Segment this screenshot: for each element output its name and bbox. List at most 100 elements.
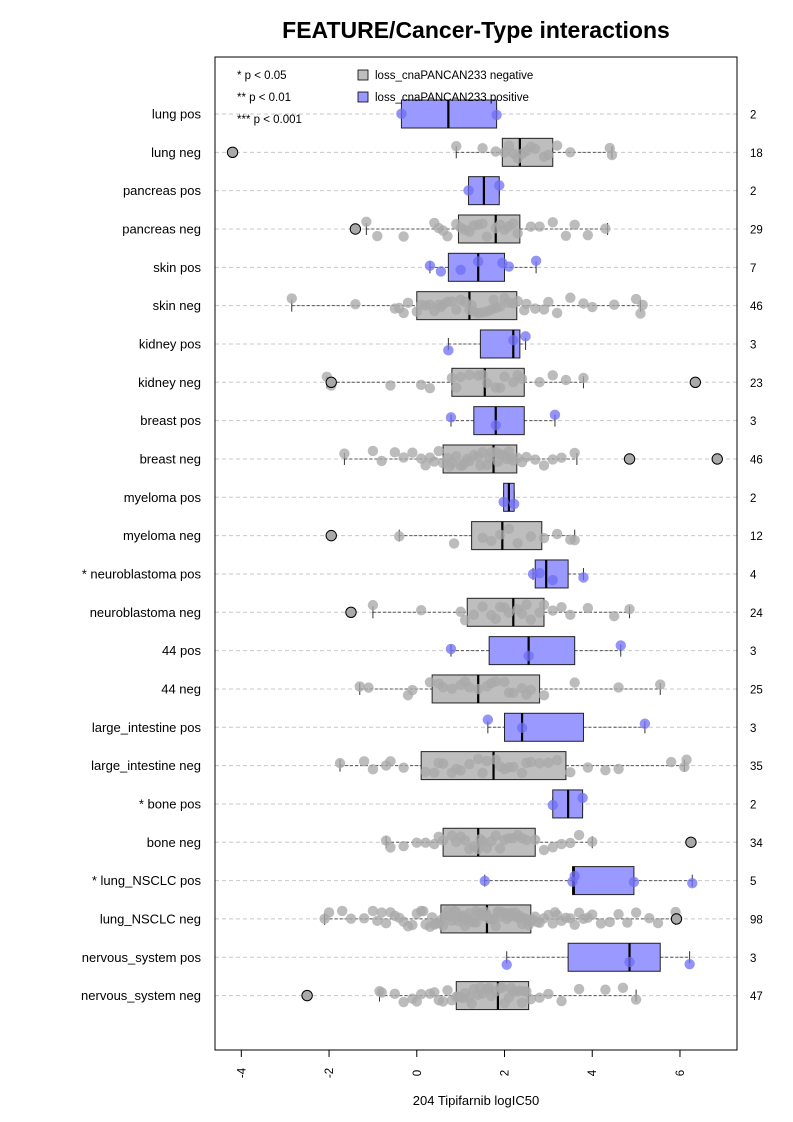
- x-axis-label: 204 Tipifarnib logIC50: [413, 1093, 539, 1108]
- data-point: [543, 150, 553, 160]
- data-point: [491, 146, 501, 156]
- data-point: [486, 536, 496, 546]
- data-point: [517, 457, 527, 467]
- data-point: [583, 230, 593, 240]
- sig-legend-2: ** p < 0.01: [237, 92, 291, 104]
- sample-size-label: 25: [750, 684, 763, 696]
- data-point: [464, 759, 474, 769]
- outlier-point: [346, 607, 356, 617]
- data-point: [363, 682, 373, 692]
- data-point: [616, 640, 626, 650]
- box: [474, 407, 524, 435]
- data-point: [484, 452, 494, 462]
- data-point: [499, 371, 509, 381]
- data-point: [502, 914, 512, 924]
- data-point: [398, 841, 408, 851]
- sample-size-label: 3: [750, 723, 756, 735]
- data-point: [543, 297, 553, 307]
- data-point: [420, 838, 430, 848]
- data-point: [506, 983, 516, 993]
- data-point: [550, 410, 560, 420]
- sample-size-label: 2: [750, 493, 756, 505]
- data-point: [416, 605, 426, 615]
- data-point: [600, 985, 610, 995]
- data-point: [359, 913, 369, 923]
- data-point: [398, 452, 408, 462]
- data-point: [438, 682, 448, 692]
- sample-size-label: 98: [750, 914, 763, 926]
- x-tick-label: -2: [324, 1068, 336, 1078]
- data-point: [640, 719, 650, 729]
- data-point: [407, 685, 417, 695]
- data-point: [495, 383, 505, 393]
- box: [489, 637, 575, 665]
- data-point: [687, 878, 697, 888]
- data-point: [407, 448, 417, 458]
- data-point: [519, 305, 529, 315]
- data-point: [556, 453, 566, 463]
- data-point: [368, 906, 378, 916]
- data-point: [502, 454, 512, 464]
- data-point: [420, 767, 430, 777]
- data-point: [453, 991, 463, 1001]
- data-point: [455, 372, 465, 382]
- data-point: [455, 265, 465, 275]
- sig-legend-1: * p < 0.05: [237, 70, 287, 82]
- data-point: [624, 957, 634, 967]
- sample-size-label: 7: [750, 263, 756, 275]
- outlier-point: [712, 454, 722, 464]
- data-point: [451, 141, 461, 151]
- data-point: [548, 454, 558, 464]
- outlier-point: [624, 454, 634, 464]
- data-point: [587, 302, 597, 312]
- sample-size-label: 2: [750, 110, 756, 122]
- data-point: [440, 910, 450, 920]
- outlier-point: [686, 837, 696, 847]
- data-point: [517, 768, 527, 778]
- data-point: [502, 960, 512, 970]
- data-point: [578, 572, 588, 582]
- data-point: [521, 689, 531, 699]
- data-point: [335, 758, 345, 768]
- data-point: [509, 499, 519, 509]
- data-point: [418, 906, 428, 916]
- x-tick-label: 4: [587, 1069, 599, 1076]
- data-point: [475, 460, 485, 470]
- data-point: [449, 538, 459, 548]
- data-point: [631, 907, 641, 917]
- data-point: [569, 448, 579, 458]
- data-points: [227, 109, 722, 1009]
- sample-size-label: 34: [750, 838, 763, 850]
- data-point: [548, 217, 558, 227]
- data-point: [587, 909, 597, 919]
- data-point: [484, 983, 494, 993]
- data-point: [412, 306, 422, 316]
- group-label: large_intestine pos: [92, 720, 202, 735]
- box: [505, 713, 584, 741]
- data-point: [376, 456, 386, 466]
- legend-swatch-negative: [358, 70, 368, 80]
- data-point: [539, 460, 549, 470]
- data-point: [504, 762, 514, 772]
- group-label: kidney neg: [138, 375, 201, 390]
- data-point: [429, 456, 439, 466]
- data-point: [517, 833, 527, 843]
- data-point: [512, 228, 522, 238]
- data-point: [451, 382, 461, 392]
- data-point: [583, 603, 593, 613]
- data-point: [561, 231, 571, 241]
- x-axis: -4 -2 0 2 4 6: [236, 1050, 687, 1078]
- x-tick-label: 2: [500, 1070, 512, 1076]
- data-point: [565, 610, 575, 620]
- data-point: [534, 568, 544, 578]
- group-label: lung neg: [151, 145, 201, 160]
- sample-size-label: 3: [750, 339, 756, 351]
- data-point: [339, 448, 349, 458]
- group-label: pancreas neg: [122, 221, 201, 236]
- data-point: [565, 147, 575, 157]
- data-point: [622, 917, 632, 927]
- data-point: [631, 994, 641, 1004]
- data-point: [539, 600, 549, 610]
- data-point: [539, 533, 549, 543]
- sample-size-label: 46: [750, 301, 763, 313]
